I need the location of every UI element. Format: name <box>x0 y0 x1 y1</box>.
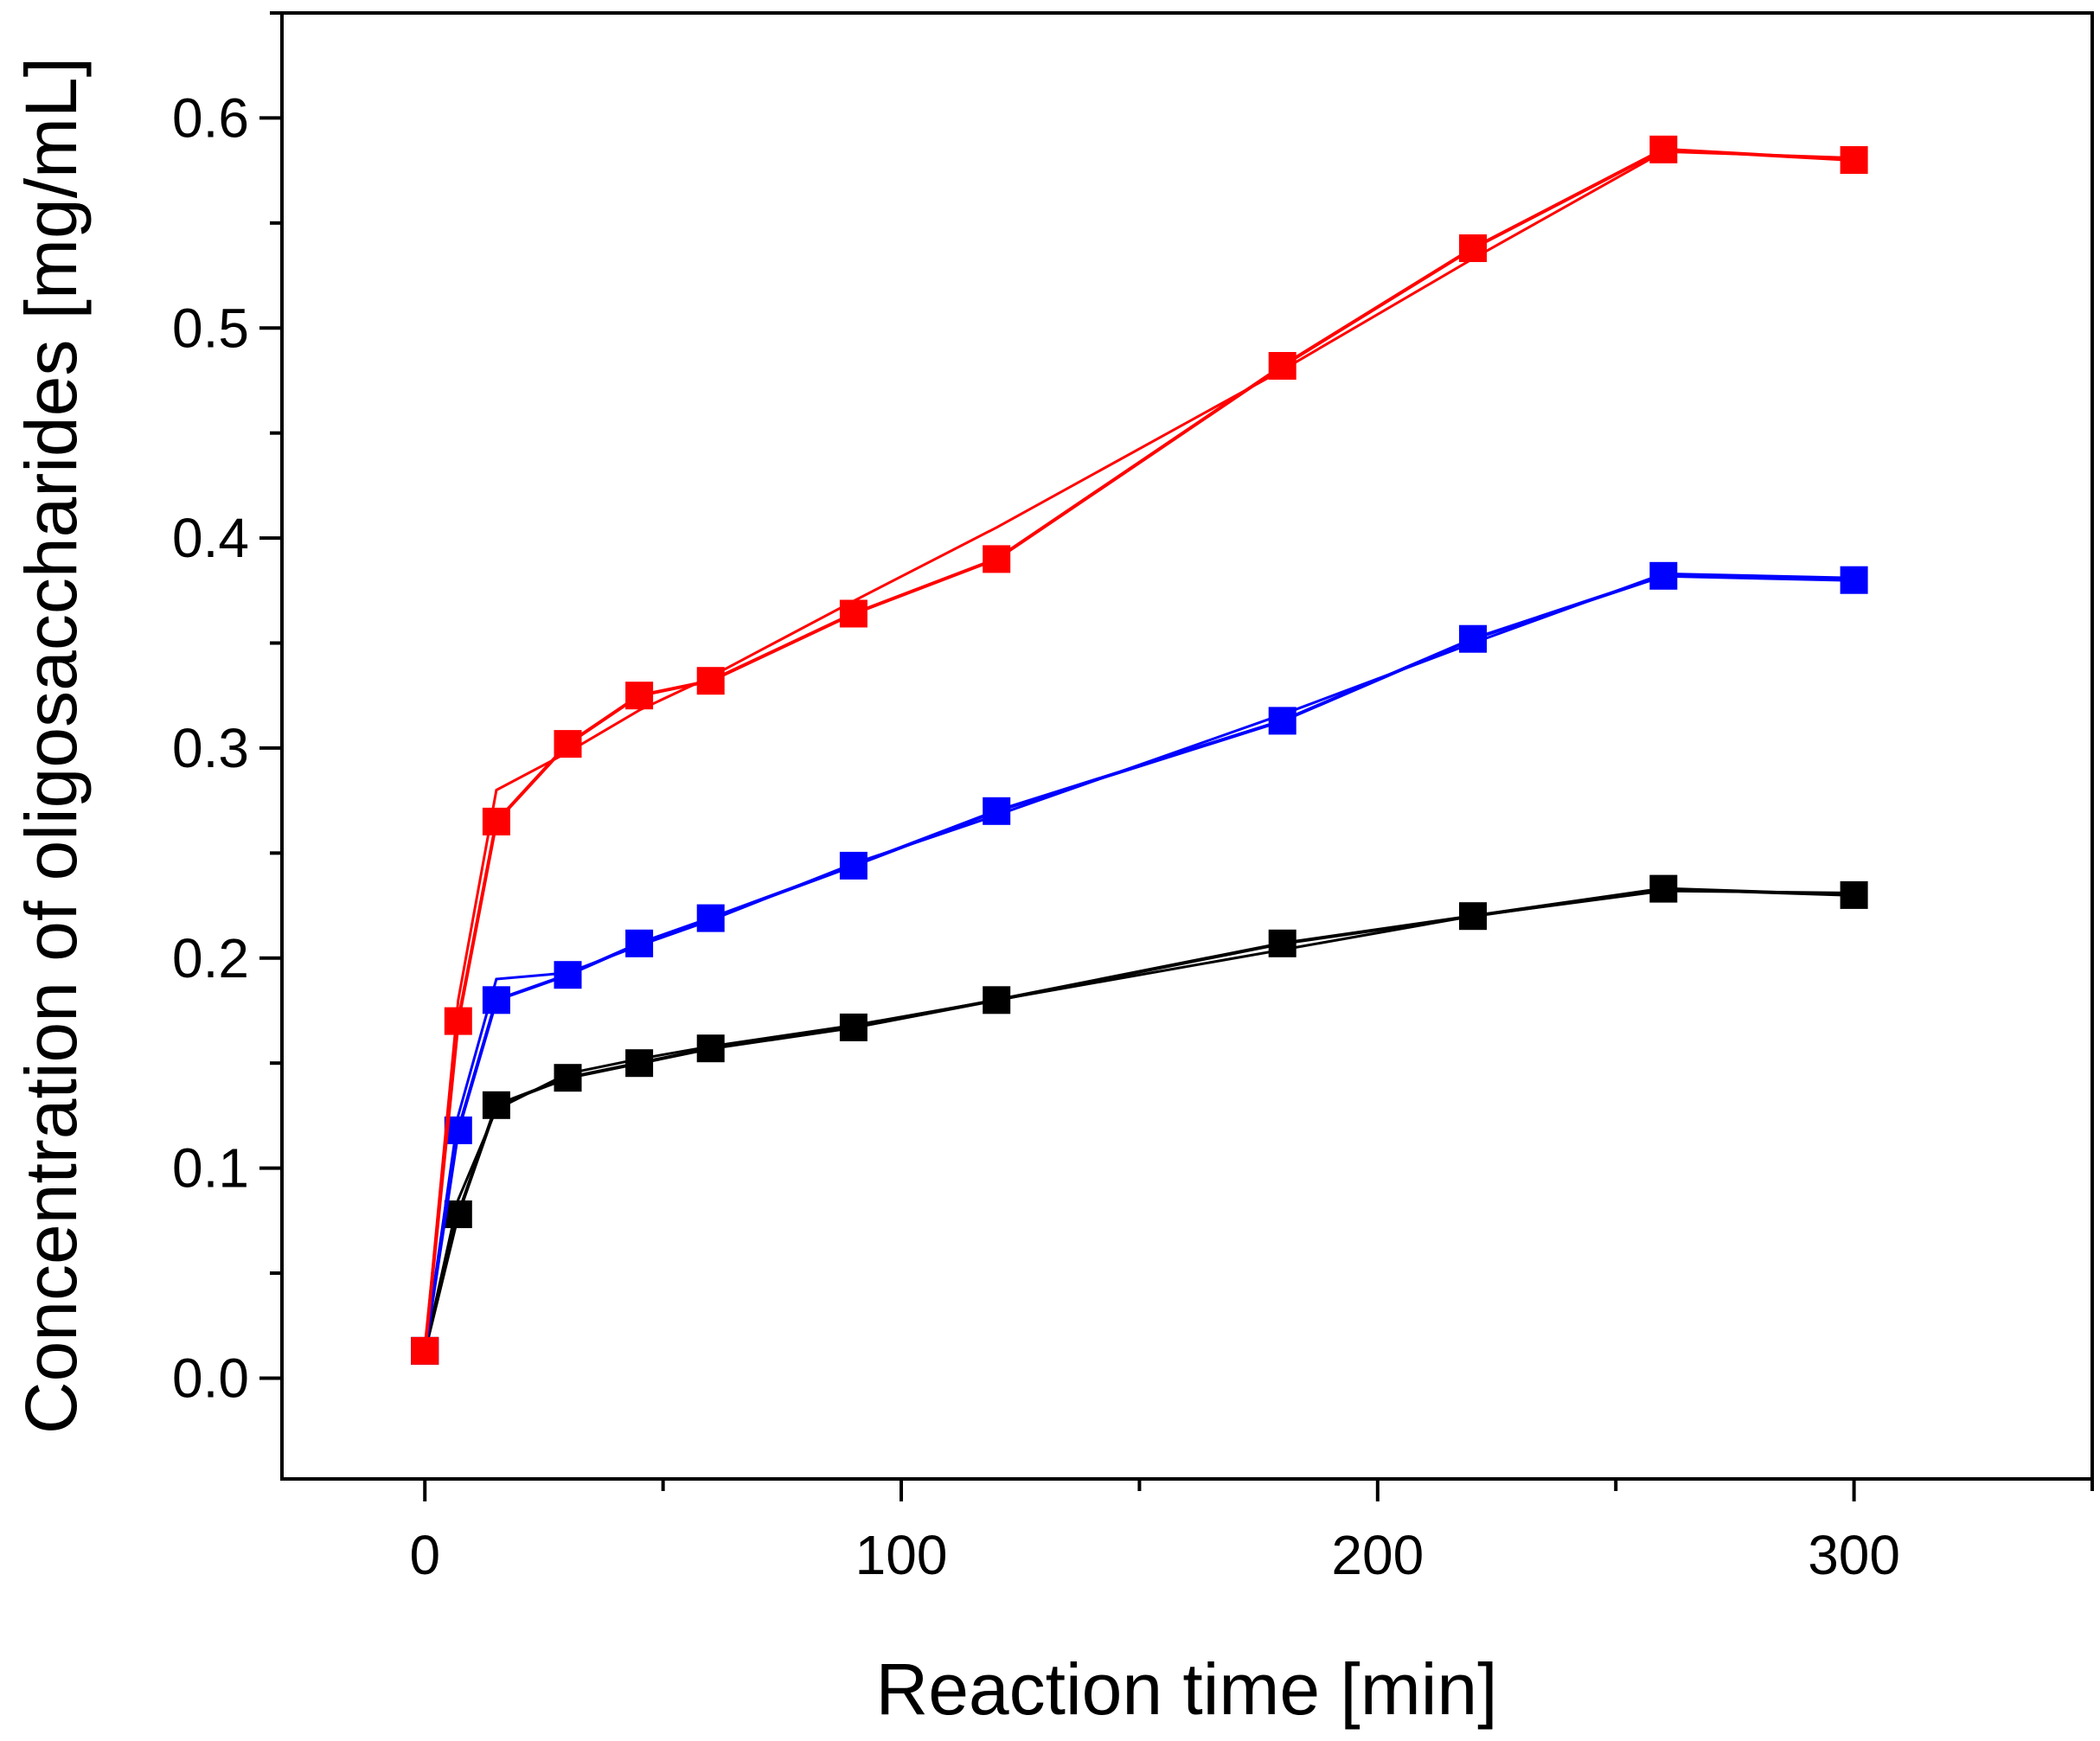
series-line <box>423 573 1854 1352</box>
data-point <box>444 1200 472 1228</box>
y-tick-label: 0.5 <box>172 297 249 359</box>
data-point <box>554 730 582 758</box>
data-point <box>1268 707 1296 735</box>
x-tick-label: 200 <box>1331 1524 1424 1586</box>
data-point <box>1459 624 1487 653</box>
data-point <box>1649 135 1678 163</box>
data-point <box>625 1049 654 1078</box>
data-point <box>554 1064 582 1092</box>
data-point <box>696 1034 725 1063</box>
data-point <box>839 1013 868 1041</box>
data-point <box>482 1091 510 1119</box>
data-point <box>839 851 868 880</box>
x-axis-ticks: 0 100 200 300 <box>409 1479 2094 1586</box>
plot-frame <box>280 11 2094 1481</box>
x-tick-label: 0 <box>409 1524 440 1586</box>
data-point <box>983 986 1011 1015</box>
y-axis-ticks: 0.0 0.1 0.2 0.3 0.4 0.5 0.6 <box>172 11 282 1409</box>
y-tick-label: 0.4 <box>172 507 249 569</box>
data-point <box>625 682 654 710</box>
y-tick-label: 0.6 <box>172 86 249 149</box>
data-point <box>444 1007 472 1035</box>
data-point <box>696 904 725 932</box>
series-line <box>423 147 1854 1352</box>
data-point <box>983 797 1011 825</box>
data-point <box>1268 352 1296 380</box>
y-tick-label: 0.3 <box>172 717 249 779</box>
data-point <box>1840 146 1868 174</box>
x-tick-label: 100 <box>855 1524 948 1586</box>
series-3 <box>411 135 1868 1365</box>
y-axis-title: Concentration of oligosaccharides [mg/mL… <box>10 57 92 1434</box>
y-tick-label: 0.2 <box>172 927 249 989</box>
series-fit-line <box>423 150 1854 1352</box>
y-tick-label: 0.1 <box>172 1137 249 1200</box>
data-point <box>1459 902 1487 931</box>
data-point <box>1268 929 1296 957</box>
data-point <box>983 545 1011 573</box>
series-fit-line <box>423 889 1854 1352</box>
data-point <box>625 929 654 957</box>
data-point <box>839 599 868 628</box>
data-point <box>696 667 725 695</box>
x-tick-label: 300 <box>1808 1524 1900 1586</box>
series-line <box>423 887 1854 1352</box>
data-point <box>1649 561 1678 590</box>
data-point <box>1840 566 1868 594</box>
data-point <box>1840 880 1868 909</box>
data-point <box>1459 234 1487 262</box>
data-point <box>554 961 582 989</box>
data-point <box>482 986 510 1015</box>
data-point <box>482 807 510 835</box>
data-point <box>411 1336 439 1365</box>
x-axis-title: Reaction time [min] <box>876 1648 1498 1730</box>
y-tick-label: 0.0 <box>172 1347 249 1409</box>
series-2 <box>411 561 1868 1365</box>
series-layer <box>411 135 1868 1365</box>
data-point <box>1649 874 1678 903</box>
